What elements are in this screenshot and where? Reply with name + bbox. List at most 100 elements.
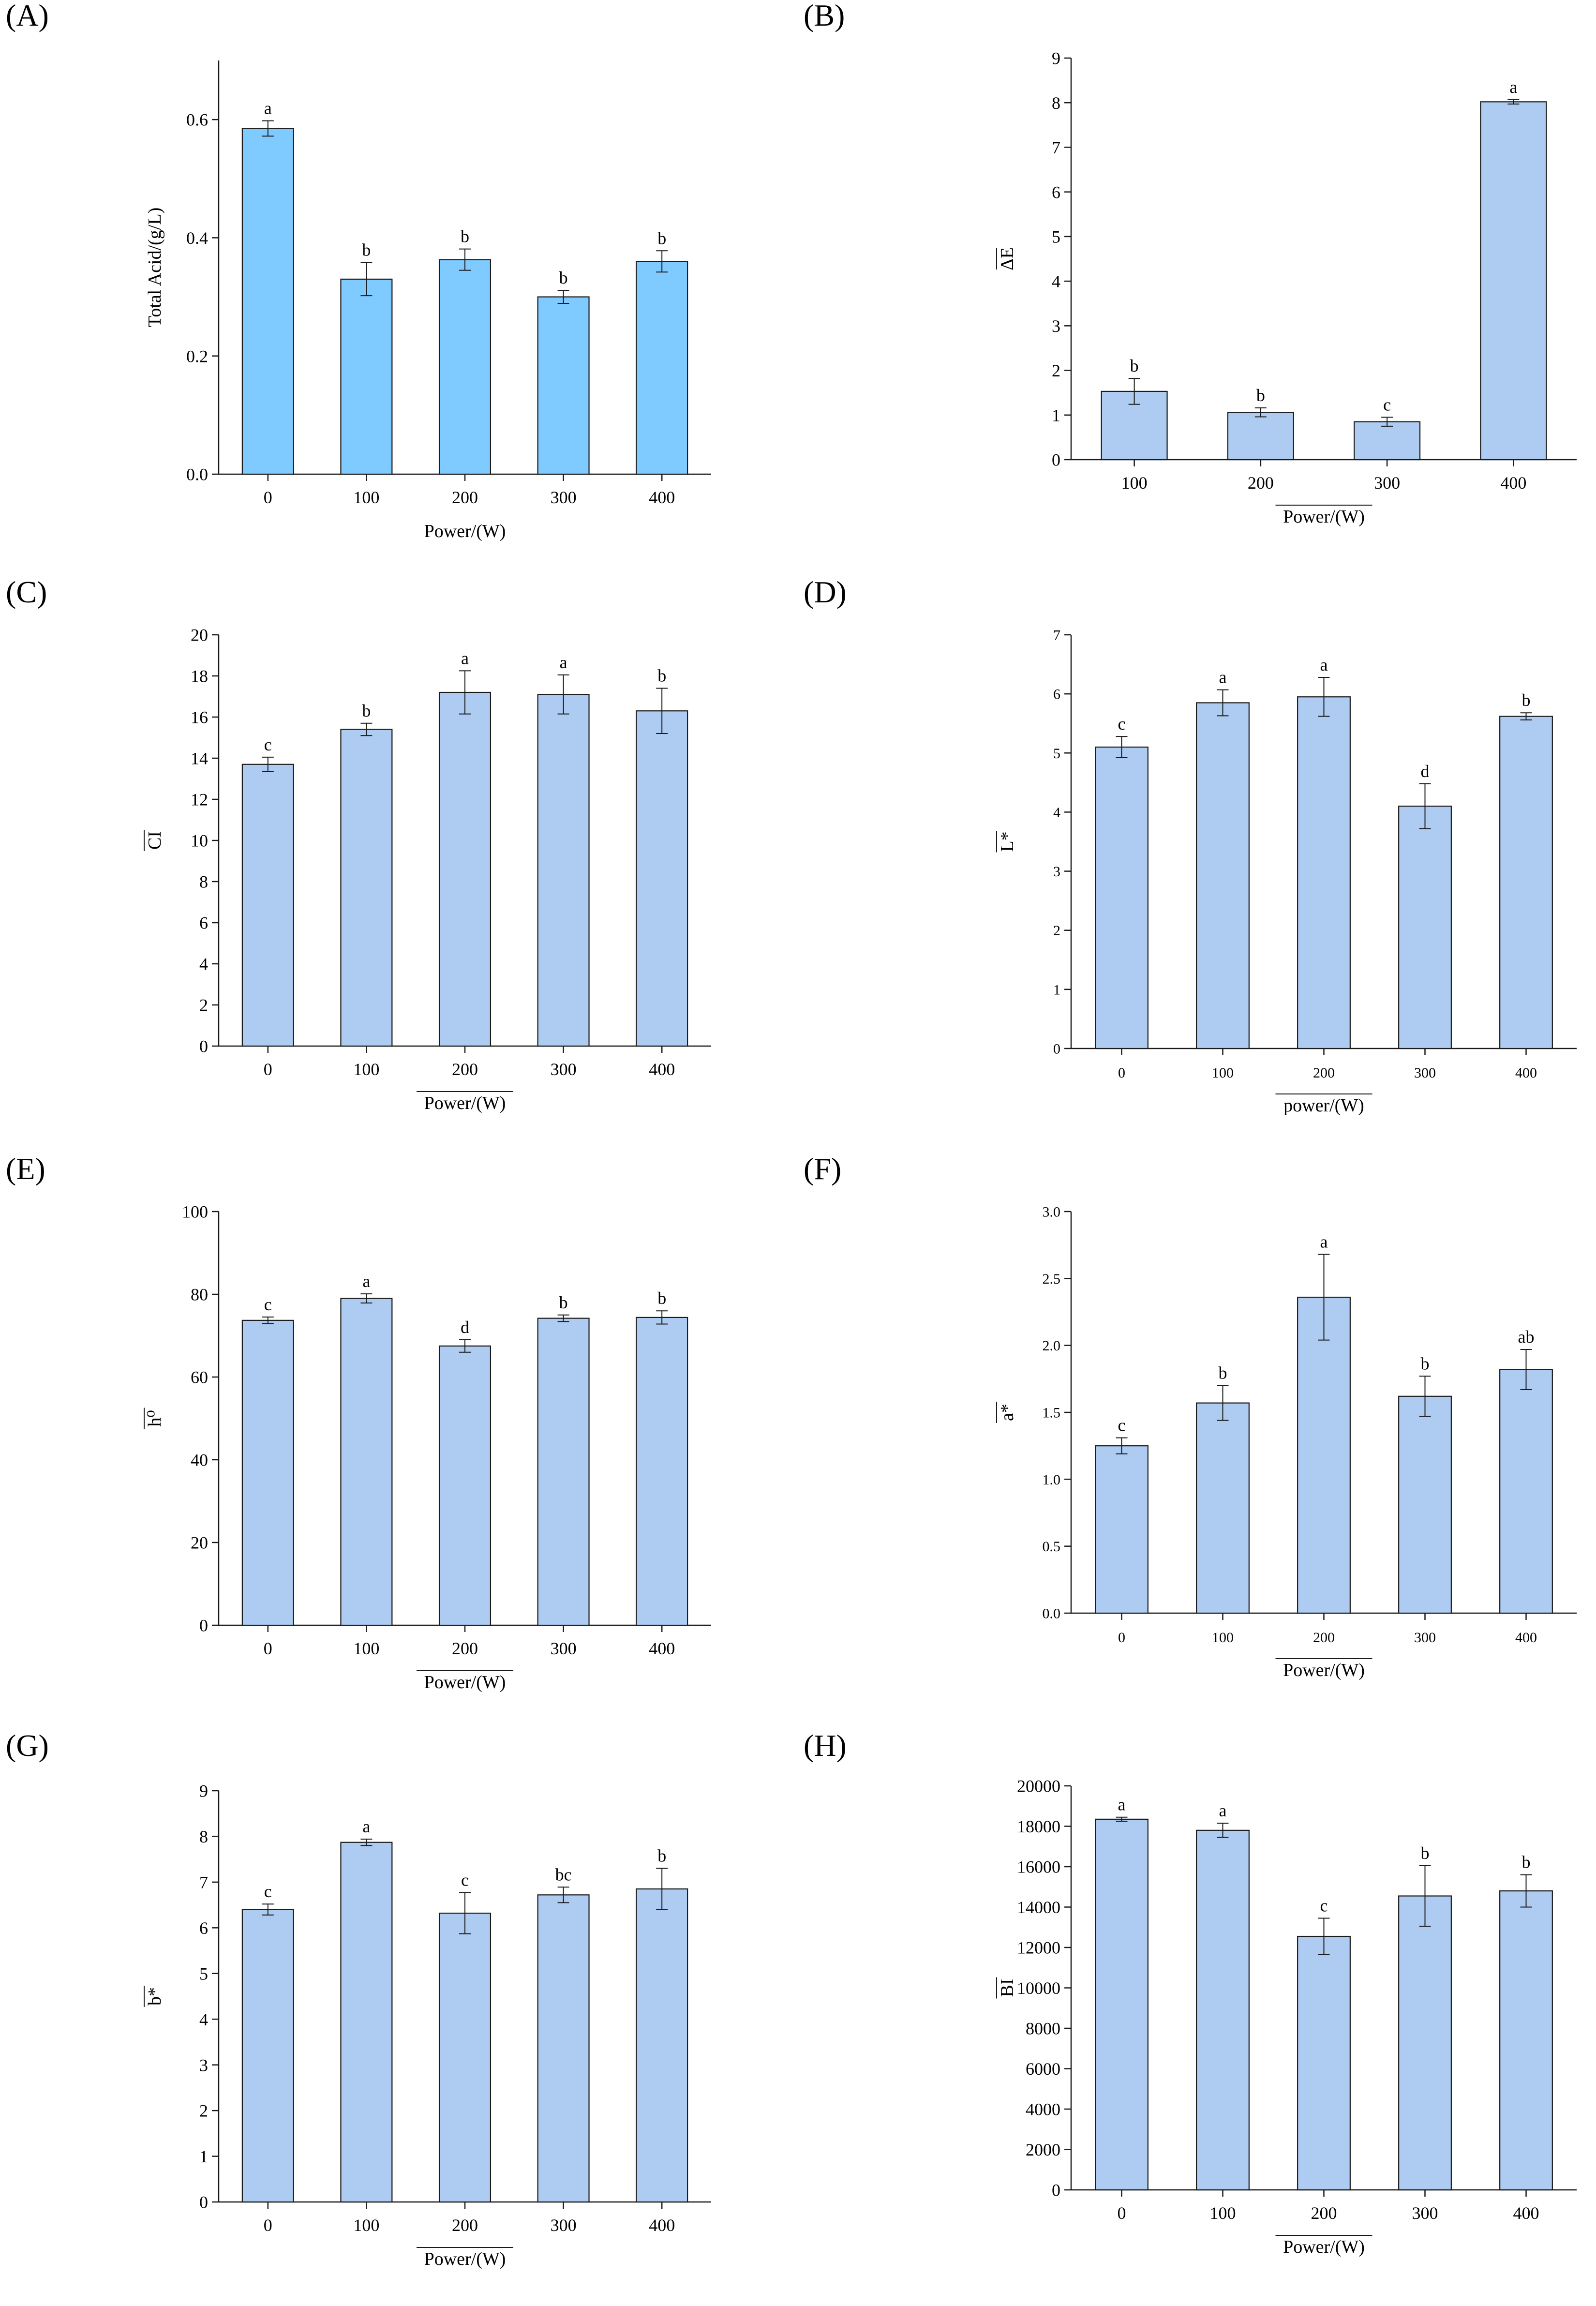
- bar: [636, 261, 688, 475]
- chart-a-star: 0.0 0.5 1.0 1.5 2.0 2.5 3.0 0 c 100 b 200 a 300 b 400 ab…: [996, 1204, 1577, 1680]
- bar: [1354, 421, 1421, 461]
- y-tick-label: 0: [1053, 1041, 1060, 1057]
- significance-label: c: [264, 1295, 272, 1314]
- y-tick-label: 6: [1052, 182, 1060, 202]
- y-tick-label: 4: [199, 955, 208, 974]
- bar: [438, 259, 492, 475]
- significance-label: b: [1522, 690, 1531, 710]
- y-tick-label: 14: [191, 749, 208, 768]
- x-tick-label: 300: [1414, 1065, 1436, 1081]
- significance-label: c: [461, 1871, 469, 1890]
- x-tick-label: 200: [1313, 1630, 1335, 1646]
- significance-label: c: [264, 735, 272, 754]
- panel-e: (E) 0 20 40 60 80 100 0 c 100 a 200 d 300 b 400 b Power/…: [0, 1153, 798, 1729]
- significance-label: b: [1421, 1354, 1430, 1373]
- y-tick-label: 1: [199, 2147, 208, 2166]
- significance-label: a: [362, 1272, 370, 1291]
- significance-label: bc: [555, 1865, 572, 1884]
- x-tick-label: 400: [1500, 473, 1526, 493]
- y-tick-label: 3: [1052, 316, 1060, 336]
- bar: [438, 1913, 492, 2203]
- y-tick-label: 0: [199, 1616, 208, 1635]
- y-tick-label: 10: [191, 831, 208, 851]
- y-tick-label: 5: [1052, 227, 1060, 246]
- y-tick-label: 80: [191, 1285, 208, 1304]
- significance-label: c: [1320, 1896, 1328, 1915]
- y-tick-label: 0.0: [1043, 1606, 1061, 1622]
- panel-letter: (C): [6, 575, 47, 609]
- bar: [1196, 1829, 1250, 2191]
- x-tick-label: 0: [1118, 2203, 1126, 2223]
- significance-label: a: [461, 648, 469, 668]
- y-tick-label: 10000: [1017, 1978, 1060, 1998]
- y-axis-title-group: b*: [144, 1986, 165, 2007]
- x-tick-label: 300: [1414, 1630, 1436, 1646]
- y-tick-label: 0.6: [186, 110, 208, 130]
- x-tick-label: 400: [649, 2216, 675, 2235]
- x-tick-label: 300: [551, 488, 577, 507]
- significance-label: b: [1219, 1363, 1227, 1383]
- x-tick-label: 100: [1121, 473, 1148, 493]
- x-axis-title: Power/(W): [1283, 2237, 1365, 2257]
- x-axis-title: Power/(W): [424, 1093, 506, 1113]
- y-tick-label: 0.5: [1043, 1539, 1061, 1555]
- panel-g: (G) 0 1 2 3 4 5 6 7 8 9 0 c 100 a 200 c 300 bc 400 b Power/(…: [0, 1730, 798, 2306]
- y-tick-label: 6: [1053, 687, 1060, 703]
- y-tick-label: 0.2: [186, 346, 208, 366]
- x-tick-label: 200: [1248, 473, 1274, 493]
- x-tick-label: 0: [264, 2216, 272, 2235]
- bar: [1499, 716, 1553, 1049]
- y-tick-label: 2000: [1026, 2140, 1060, 2159]
- bar: [1227, 412, 1294, 461]
- bar: [1095, 1818, 1149, 2191]
- bar: [1297, 1935, 1351, 2191]
- x-axis-title: Power/(W): [424, 521, 506, 541]
- bar: [438, 1345, 492, 1626]
- significance-label: b: [1256, 386, 1265, 405]
- x-axis-title: Power/(W): [1283, 1660, 1365, 1680]
- panel-h: (H) 0 2000 4000 6000 8000 10000 12000 14000 1600…: [798, 1730, 1596, 2306]
- x-tick-label: 400: [1515, 1065, 1537, 1081]
- y-tick-label: 2: [199, 996, 208, 1015]
- significance-label: b: [657, 1288, 666, 1308]
- significance-label: a: [1219, 668, 1227, 687]
- x-tick-label: 400: [649, 1639, 675, 1658]
- y-axis-title-group: ΔE: [996, 247, 1017, 270]
- y-tick-label: 0.4: [186, 228, 208, 248]
- chart-b-star: 0 1 2 3 4 5 6 7 8 9 0 c 100 a 200 c 300 bc 400 b Power/(W) b*: [144, 1782, 711, 2269]
- bar: [636, 1888, 688, 2203]
- significance-label: b: [559, 1293, 568, 1312]
- bar: [340, 278, 393, 475]
- y-tick-label: 6000: [1026, 2059, 1060, 2079]
- y-axis-title-group: h⁰: [144, 1408, 165, 1429]
- y-tick-label: 1.5: [1043, 1405, 1061, 1421]
- x-tick-label: 400: [1513, 2203, 1539, 2223]
- y-tick-label: 0: [199, 2193, 208, 2212]
- y-tick-label: 8: [199, 1827, 208, 1846]
- y-tick-label: 3.0: [1043, 1204, 1061, 1220]
- y-tick-label: 8: [1052, 93, 1060, 113]
- y-tick-label: 9: [1052, 49, 1060, 68]
- significance-label: b: [362, 701, 371, 720]
- chart-l-star: 0 1 2 3 4 5 6 7 0 c 100 a 200 a 300 d 400 b power/(W) L*: [996, 628, 1577, 1116]
- x-tick-label: 0: [264, 1060, 272, 1079]
- y-tick-label: 0: [1052, 2181, 1060, 2200]
- x-tick-label: 200: [1313, 1065, 1335, 1081]
- y-tick-label: 12000: [1017, 1938, 1060, 1958]
- significance-label: c: [1118, 714, 1126, 734]
- bar: [1196, 1402, 1250, 1614]
- y-tick-label: 100: [182, 1202, 208, 1222]
- y-tick-label: 7: [199, 1872, 208, 1892]
- significance-label: b: [657, 1846, 666, 1866]
- y-tick-label: 2.0: [1043, 1338, 1061, 1354]
- y-axis-title: Total Acid/(g/L): [145, 208, 165, 327]
- significance-label: b: [362, 240, 371, 260]
- x-tick-label: 100: [353, 1639, 379, 1658]
- bar: [636, 710, 688, 1047]
- significance-label: b: [559, 268, 568, 287]
- panel-letter: (A): [6, 0, 49, 32]
- significance-label: c: [264, 1882, 272, 1901]
- y-axis-title: L*: [997, 831, 1017, 852]
- y-tick-label: 16: [191, 708, 208, 727]
- x-tick-label: 100: [353, 1060, 379, 1079]
